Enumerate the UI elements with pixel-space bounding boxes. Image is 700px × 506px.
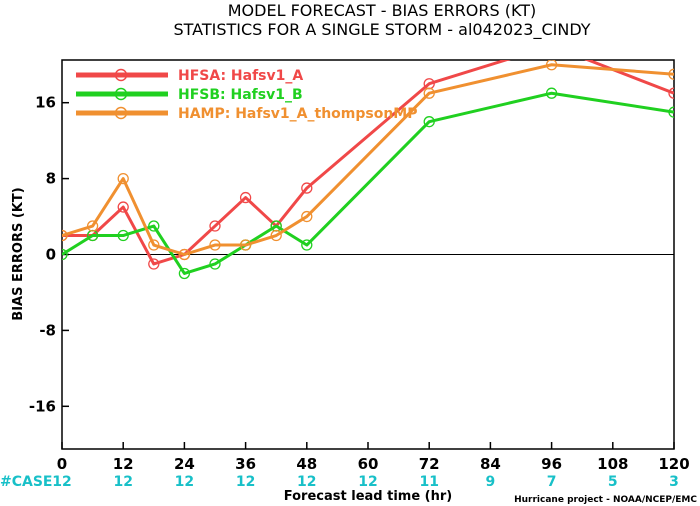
series-3-point	[545, 60, 558, 71]
x-tick-label: 24	[174, 455, 195, 473]
x-tick-label: 60	[358, 455, 379, 473]
series-3-point	[62, 229, 68, 242]
y-tick-label: 8	[46, 170, 56, 188]
x-axis-label: Forecast lead time (hr)	[284, 489, 452, 504]
legend-label-1: HFSA: Hafsv1_A	[178, 68, 303, 84]
series-2-point	[178, 267, 191, 280]
credit-text: Hurricane project - NOAA/NCEP/EMC	[514, 495, 697, 505]
y-tick-label: -16	[29, 397, 56, 415]
series-1-point	[668, 87, 674, 99]
x-tick-label: 12	[113, 455, 134, 473]
y-tick-label: 16	[35, 94, 56, 112]
series-3-point	[270, 229, 282, 242]
x-tick-label: 36	[235, 455, 256, 473]
case-count: 11	[419, 474, 438, 490]
legend-marker-1	[114, 68, 128, 82]
series-3-point	[178, 248, 191, 261]
series-3-point	[301, 210, 313, 223]
case-count: 3	[669, 474, 679, 490]
y-tick-label: 0	[46, 246, 56, 264]
series-line-3	[62, 63, 674, 256]
x-tick-label: 72	[419, 455, 440, 473]
series-3-point	[117, 172, 129, 185]
series-1-point	[148, 258, 160, 270]
series-3-point	[423, 87, 435, 99]
series-2-point	[148, 220, 160, 232]
case-count: 12	[52, 474, 71, 490]
case-count: 12	[297, 474, 316, 490]
case-count: 12	[358, 474, 377, 490]
chart-title: MODEL FORECAST - BIAS ERRORS (KT)	[228, 1, 537, 20]
series-3-point	[668, 68, 674, 80]
series-2-point	[668, 106, 674, 118]
chart-subtitle: STATISTICS FOR A SINGLE STORM - al042023…	[173, 20, 590, 40]
y-axis-label: BIAS ERRORS (KT)	[11, 187, 26, 320]
series-1-point	[209, 220, 221, 232]
series-1-point	[301, 182, 313, 194]
case-count: 9	[486, 474, 496, 490]
series-2-point	[423, 116, 435, 128]
legend-marker-3	[114, 106, 128, 120]
series-1-point	[239, 191, 252, 204]
case-count: 5	[608, 474, 618, 490]
series-line-1	[62, 60, 674, 266]
x-tick-label: 108	[597, 455, 628, 473]
x-tick-label: 0	[57, 455, 67, 473]
series-3-point	[209, 239, 221, 251]
series-3-point	[148, 239, 160, 251]
x-tick-label: 96	[541, 455, 562, 473]
series-2-point	[545, 87, 558, 99]
series-2-point	[117, 229, 129, 242]
case-count: 12	[113, 474, 132, 490]
legend-label-2: HFSB: Hafsv1_B	[178, 87, 303, 103]
case-count: 12	[236, 474, 255, 490]
case-count: 12	[175, 474, 194, 490]
x-tick-label: 48	[296, 455, 317, 473]
series-3-point	[86, 220, 99, 232]
series-1-point	[547, 41, 557, 51]
legend-label-3: HAMP: Hafsv1_A_thompsonMP	[178, 106, 418, 122]
y-tick-label: -8	[39, 321, 56, 339]
x-tick-label: 84	[480, 455, 501, 473]
case-count: 7	[547, 474, 557, 490]
series-2-point	[209, 258, 221, 270]
case-row-label: #CASE	[0, 474, 53, 490]
x-tick-label: 120	[658, 455, 689, 473]
series-2-point	[301, 239, 313, 251]
legend-marker-2	[114, 87, 128, 101]
series-3-point	[239, 239, 252, 251]
series-1-point	[117, 201, 129, 213]
series-2-point	[62, 248, 68, 261]
